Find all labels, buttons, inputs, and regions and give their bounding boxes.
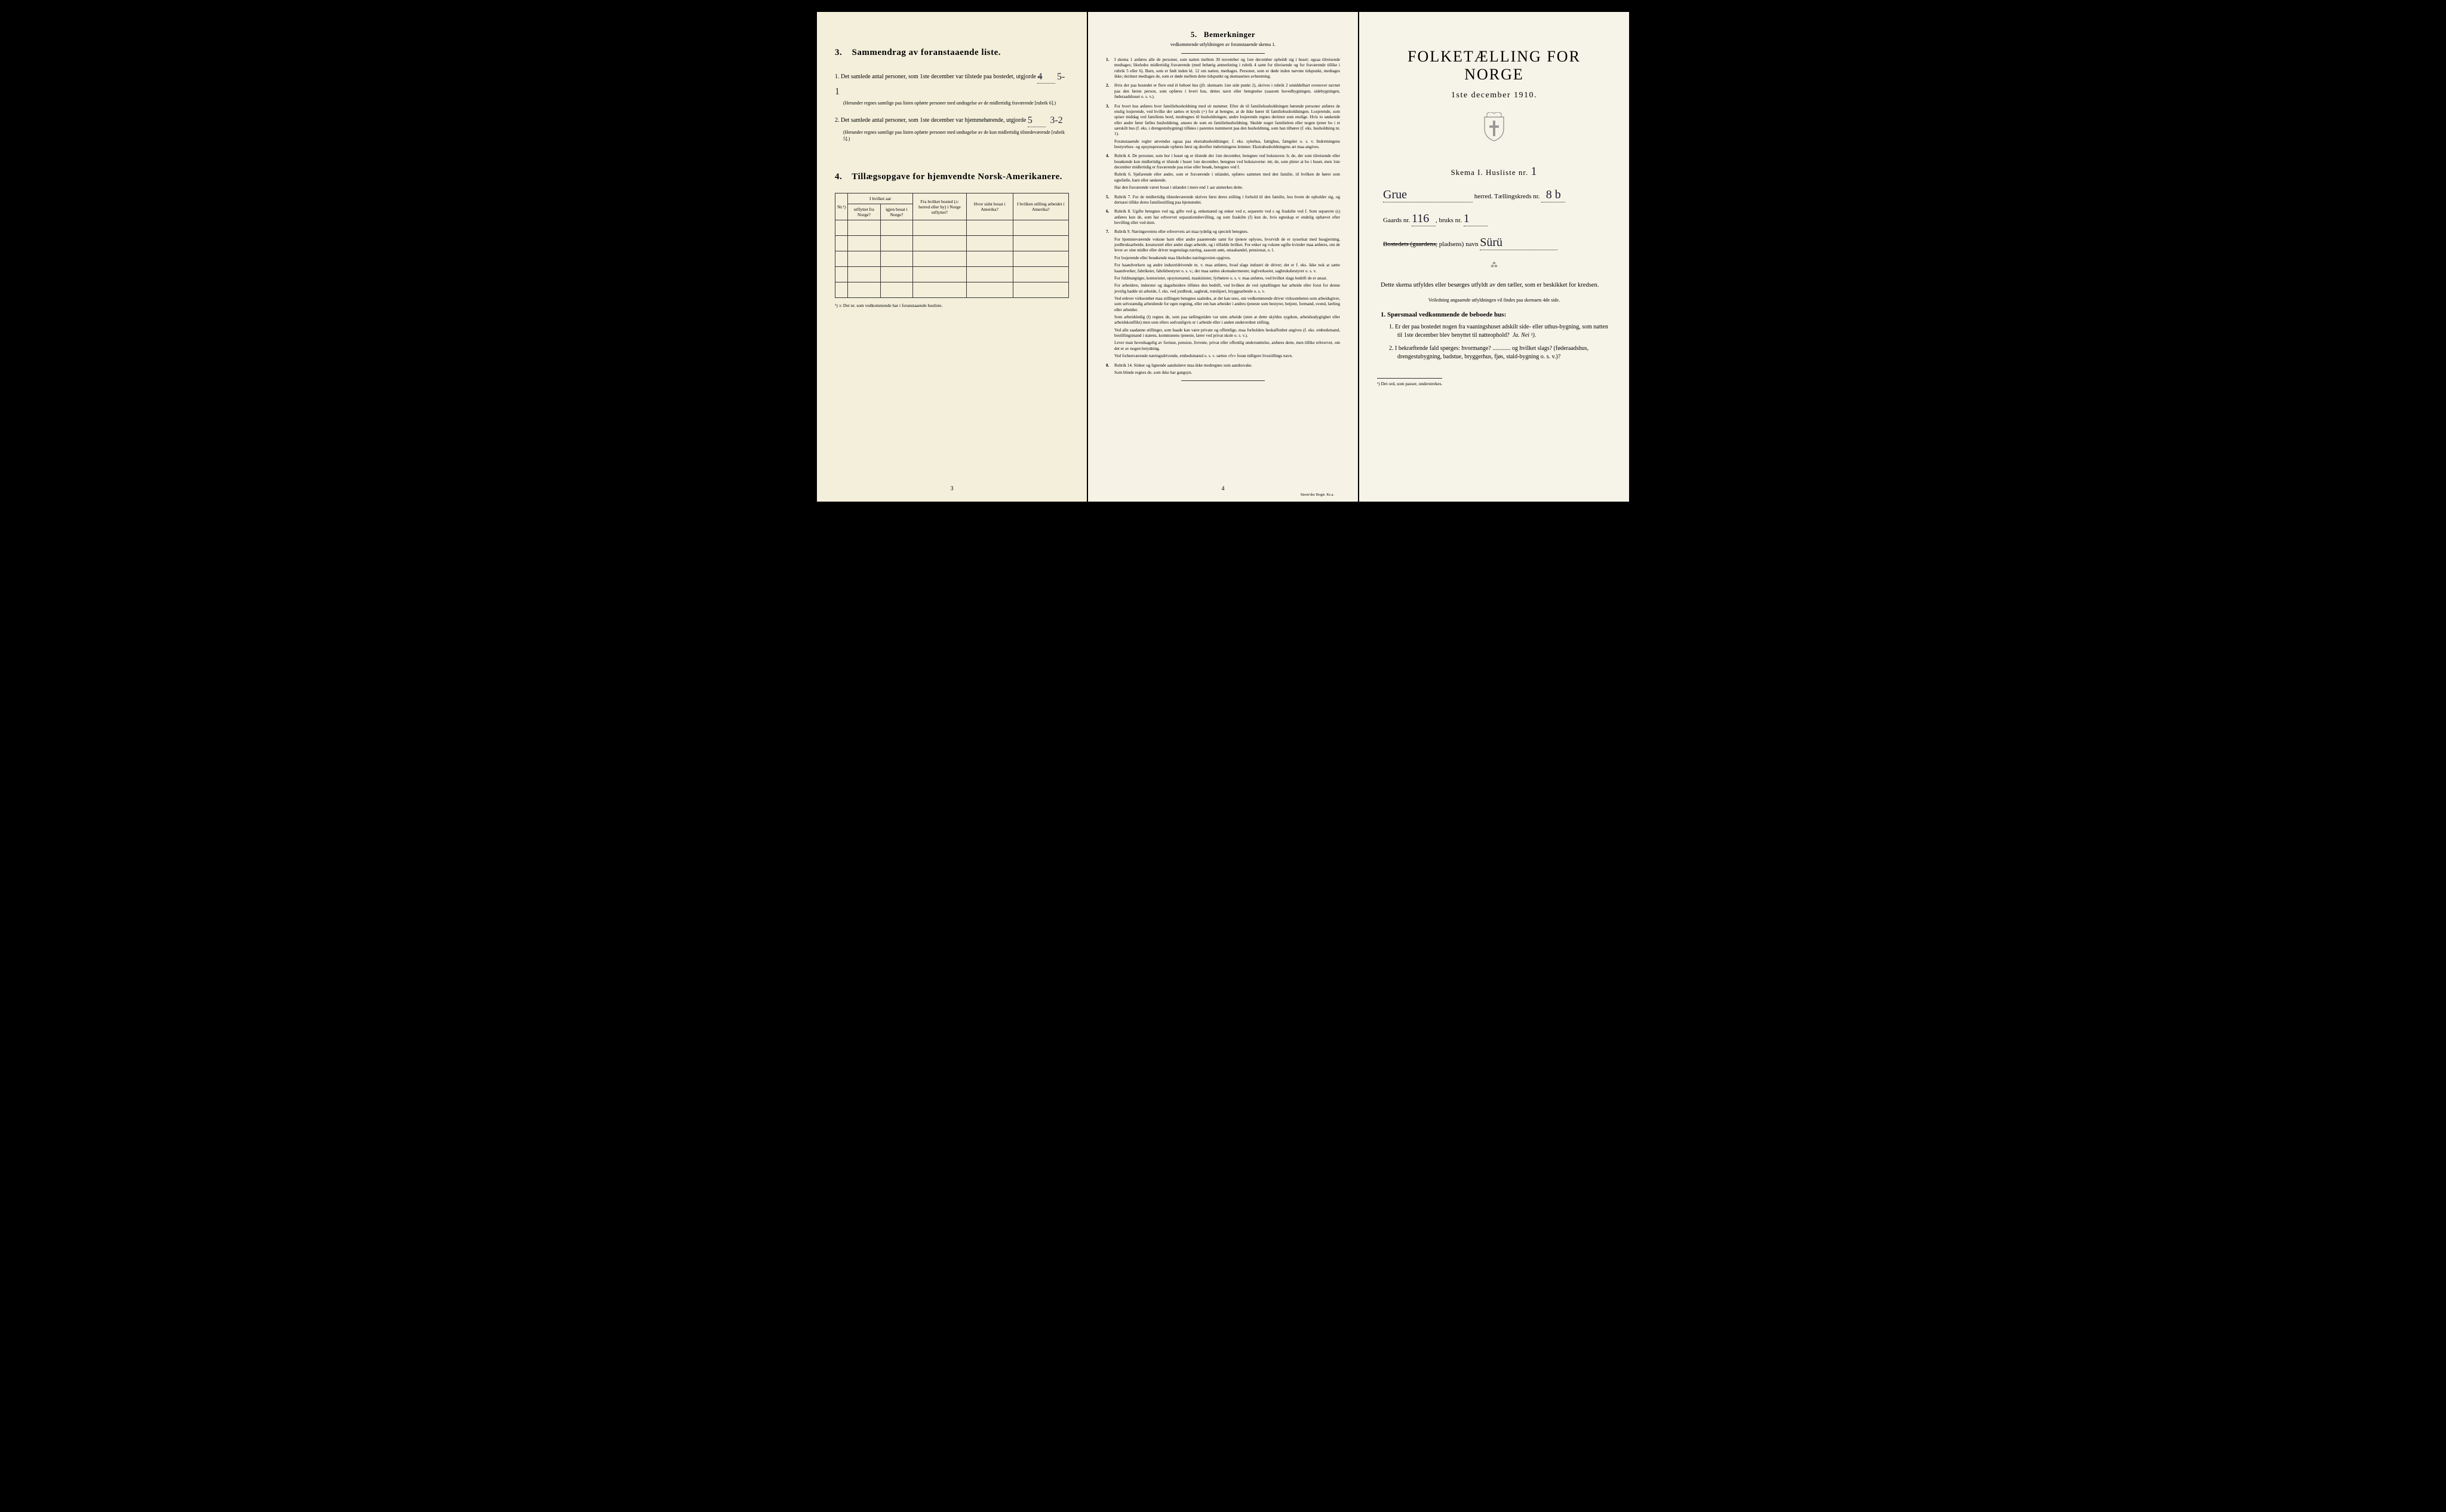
question-2: 2. I bekræftende fald spørges: hvormange… [1389, 345, 1611, 361]
section4-title-text: Tillægsopgave for hjemvendte Norsk-Ameri… [852, 172, 1062, 182]
bruks-label: bruks nr. [1439, 217, 1462, 224]
bosted-row: Bostedets (gaardens, pladsens) navn Sürü [1383, 236, 1605, 250]
th-group: I hvilket aar [848, 193, 913, 204]
section4-num: 4. [835, 172, 842, 182]
remark-item: 8.Rubrik 14. Sinker og lignende aandsslø… [1106, 363, 1340, 376]
remarks-list: 1.I skema 1 anføres alle de personer, so… [1106, 57, 1340, 376]
bosted-value: Sürü [1480, 236, 1502, 249]
printer-mark: Steen'ske Bogtr. Kr.a. [1301, 493, 1334, 497]
remarks-num: 5. [1191, 30, 1197, 39]
remark-item: 2.Hvis der paa bostedet er flere end ét … [1106, 83, 1340, 100]
remarks-title-text: Bemerkninger [1204, 30, 1255, 39]
remark-item: 5.Rubrik 7. For de midlertidig tilstedev… [1106, 195, 1340, 206]
q1-num: 1. [1389, 324, 1394, 330]
item2-num: 2. [835, 117, 840, 124]
bosted-struck: Bostedets (gaardens, [1383, 241, 1437, 248]
table-row [835, 282, 1069, 298]
remark-item: 7.Rubrik 9. Næringsveiens eller erhverve… [1106, 229, 1340, 359]
herred-label: herred. Tællingskreds nr. [1474, 193, 1540, 200]
th-e: I hvilken stilling arbeidet i Amerika? [1013, 193, 1068, 220]
census-document: 3. Sammendrag av foranstaaende liste. 1.… [817, 12, 1629, 502]
item1-note: (Herunder regnes samtlige paa listen opf… [843, 100, 1069, 106]
item2-label: Det samlede antal personer, som 1ste dec… [841, 117, 1026, 124]
table-row [835, 220, 1069, 236]
gaards-label: Gaards nr. [1383, 217, 1410, 224]
emigrant-table: Nr.¹) I hvilket aar Fra hvilket bosted (… [835, 193, 1069, 298]
remarks-subtitle: vedkommende utfyldningen av foranstaaend… [1106, 42, 1340, 47]
section3-title-text: Sammendrag av foranstaaende liste. [852, 48, 1001, 57]
item1: 1. Det samlede antal personer, som 1ste … [835, 69, 1069, 106]
section3-title: 3. Sammendrag av foranstaaende liste. [835, 48, 1069, 58]
table-row [835, 251, 1069, 267]
page-3: 3. Sammendrag av foranstaaende liste. 1.… [817, 12, 1087, 502]
page-4: 5. Bemerkninger vedkommende utfyldningen… [1088, 12, 1358, 502]
remark-item: 4.Rubrik 4. De personer, som bor i huset… [1106, 153, 1340, 190]
th-d: Hvor sidst bosat i Amerika? [966, 193, 1013, 220]
item1-struck: 4 [1037, 72, 1042, 82]
skema-line: Skema I. Husliste nr. 1 [1377, 165, 1611, 179]
item2-val2: 3-2 [1050, 115, 1062, 125]
remark-item: 3.For hvert hus anføres hver familiehush… [1106, 104, 1340, 150]
skema-label: Skema I. Husliste nr. [1451, 168, 1529, 177]
gaards-row: Gaards nr. 116, bruks nr. 1 [1383, 212, 1605, 226]
q-title-num: 1. [1381, 311, 1385, 318]
table-footnote: ¹) ɔ: Det nr. som vedkommende har i fora… [835, 303, 1069, 308]
bosted-rest: pladsens) navn [1439, 241, 1479, 248]
kreds-nr: 8 b [1546, 188, 1561, 201]
th-a: utflyttet fra Norge? [848, 204, 881, 220]
instruction-body: Dette skema utfyldes eller besørges utfy… [1381, 281, 1608, 290]
q2-text: I bekræftende fald spørges: hvormange? .… [1395, 345, 1588, 360]
page3-footnote: ¹) Det ord, som passer, understrekes. [1377, 378, 1442, 386]
instruction-small: Veiledning angaaende utfyldningen vil fi… [1377, 297, 1611, 303]
item1-label: Det samlede antal personer, som 1ste dec… [841, 73, 1036, 80]
th-nr: Nr.¹) [835, 193, 848, 220]
questions-heading: 1. Spørsmaal vedkommende de beboede hus: [1381, 311, 1611, 318]
th-b: igjen bosat i Norge? [880, 204, 913, 220]
th-c: Fra hvilket bosted (ɔ: herred eller by) … [913, 193, 967, 220]
section3-num: 3. [835, 48, 842, 57]
remark-item: 1.I skema 1 anføres alle de personer, so… [1106, 57, 1340, 79]
main-title: FOLKETÆLLING FOR NORGE [1377, 48, 1611, 84]
bruks-nr: 1 [1464, 212, 1470, 225]
census-date: 1ste december 1910. [1377, 91, 1611, 100]
remark-item: 6.Rubrik 8. Ugifte betegnes ved ug, gift… [1106, 209, 1340, 226]
husliste-nr: 1 [1531, 165, 1537, 178]
q2-num: 2. [1389, 345, 1394, 352]
section4-title: 4. Tillægsopgave for hjemvendte Norsk-Am… [835, 172, 1069, 182]
item2-val: 5 [1028, 115, 1033, 125]
question-1: 1. Er der paa bostedet nogen fra vaaning… [1389, 323, 1611, 340]
remarks-title: 5. Bemerkninger [1106, 30, 1340, 39]
q1-text: Er der paa bostedet nogen fra vaaningshu… [1395, 324, 1608, 339]
page-number-4: 4 [1088, 485, 1358, 492]
item2-note: (Herunder regnes samtlige paa listen opf… [843, 130, 1069, 142]
page-number-3: 3 [817, 485, 1087, 492]
coat-of-arms-icon [1377, 112, 1611, 147]
table-row [835, 236, 1069, 251]
q1-answer: Ja. Nei ¹). [1513, 332, 1537, 339]
herred-row: Grue herred. Tællingskreds nr. 8 b [1383, 188, 1605, 202]
herred-value: Grue [1383, 188, 1407, 201]
table-row [835, 267, 1069, 282]
q-title-text: Spørsmaal vedkommende de beboede hus: [1387, 311, 1506, 318]
item1-num: 1. [835, 73, 840, 80]
ornament-icon: ⁂ [1377, 261, 1611, 270]
gaards-nr: 116 [1412, 212, 1429, 225]
item2: 2. Det samlede antal personer, som 1ste … [835, 112, 1069, 142]
rule [1181, 53, 1265, 54]
rule-bottom [1181, 380, 1265, 381]
page-title-page: FOLKETÆLLING FOR NORGE 1ste december 191… [1359, 12, 1629, 502]
